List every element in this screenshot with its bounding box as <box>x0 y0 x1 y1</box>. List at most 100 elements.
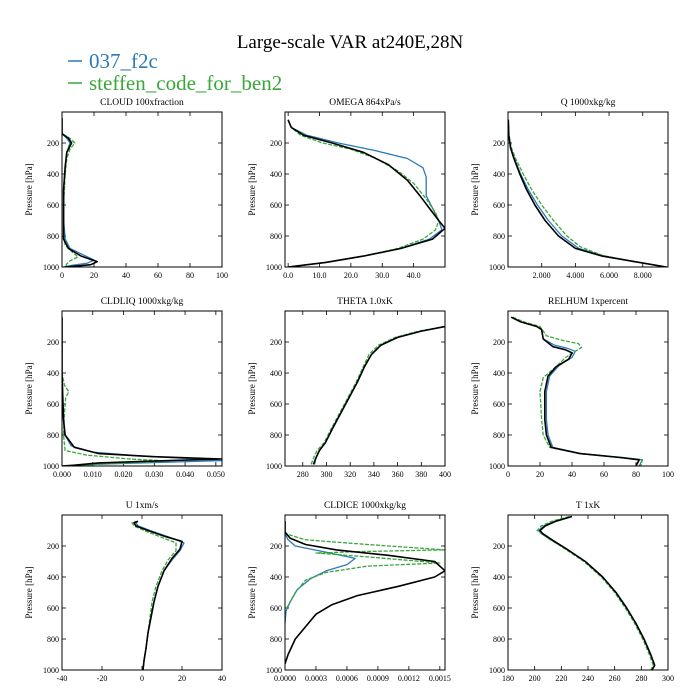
y-tick-label: 1000 <box>489 263 505 272</box>
series-line-black <box>312 325 445 465</box>
x-tick-label: 0.0012 <box>398 674 420 683</box>
y-axis-label: Pressure [hPa] <box>470 566 480 618</box>
plot-frame <box>61 111 223 268</box>
y-tick-label: 1000 <box>489 462 505 471</box>
series-line-green <box>508 119 667 267</box>
x-tick-label: 400 <box>439 470 451 479</box>
x-tick-label: 60 <box>600 470 608 479</box>
x-tick-label: 40.0 <box>407 271 421 280</box>
x-tick-label: 40 <box>218 674 226 683</box>
x-tick-label: 0 <box>60 271 64 280</box>
plot-frame <box>61 310 223 467</box>
y-tick-label: 1000 <box>266 462 282 471</box>
x-tick-label: 20.0 <box>344 271 358 280</box>
panel-title: CLDLIQ 1000xkg/kg <box>101 297 184 307</box>
y-axis-label: Pressure [hPa] <box>24 362 34 414</box>
panel: OMEGA 864xPa/s Pressure [hPa] 200 400 600 800… <box>247 98 446 280</box>
series-line-green <box>536 515 654 670</box>
series-line-green <box>287 119 440 267</box>
x-tick-label: 10.0 <box>313 271 327 280</box>
legend-label-1: 037_f2c <box>89 49 158 73</box>
x-tick-label: 0.010 <box>84 470 102 479</box>
series-line-black <box>133 520 183 670</box>
y-axis-label: Pressure [hPa] <box>24 566 34 618</box>
y-tick-label: 800 <box>47 635 59 644</box>
y-tick-label: 600 <box>270 604 282 613</box>
x-tick-label: 300 <box>320 470 332 479</box>
x-tick-label: 20 <box>536 470 544 479</box>
panel-title: U 1xm/s <box>126 501 159 511</box>
y-axis-label: Pressure [hPa] <box>247 566 257 618</box>
y-tick-label: 200 <box>270 338 282 347</box>
x-tick-label: 0.0009 <box>367 674 389 683</box>
y-tick-label: 200 <box>47 338 59 347</box>
x-tick-label: 60 <box>154 271 162 280</box>
x-tick-label: 260 <box>609 674 621 683</box>
plot-frame <box>507 310 669 467</box>
plot-frame <box>507 111 669 268</box>
series-line-blue <box>62 317 222 466</box>
x-tick-label: 0.050 <box>207 470 225 479</box>
y-tick-label: 400 <box>493 170 505 179</box>
series-line-green <box>131 520 177 670</box>
panel: CLDLIQ 1000xkg/kg Pressure [hPa] 200 400 600… <box>24 297 225 479</box>
x-tick-label: 20 <box>178 674 186 683</box>
panel-title: OMEGA 864xPa/s <box>329 98 401 108</box>
y-tick-label: 800 <box>270 431 282 440</box>
series-line-green <box>310 325 445 465</box>
x-tick-label: 340 <box>368 470 380 479</box>
y-tick-label: 400 <box>493 573 505 582</box>
legend: 037_f2c steffen_code_for_ben2 <box>68 49 282 95</box>
x-tick-label: 220 <box>555 674 567 683</box>
series-line-green <box>512 316 644 466</box>
y-tick-label: 600 <box>270 400 282 409</box>
series-line-green <box>62 317 171 466</box>
panel: Q 1000xkg/kg Pressure [hPa] 200 400 600 800 10… <box>470 98 669 280</box>
x-tick-label: 40 <box>122 271 130 280</box>
x-tick-label: 320 <box>344 470 356 479</box>
x-tick-label: 0.020 <box>115 470 133 479</box>
x-tick-label: 0.0000 <box>274 674 296 683</box>
y-tick-label: 200 <box>493 542 505 551</box>
y-tick-label: 1000 <box>266 666 282 675</box>
y-tick-label: 600 <box>493 604 505 613</box>
x-tick-label: 0 <box>140 674 144 683</box>
series-line-black <box>285 521 445 665</box>
panel: CLDICE 1000xkg/kg Pressure [hPa] 200 400 600… <box>247 501 451 683</box>
panel-title: T 1xK <box>576 501 601 511</box>
y-tick-label: 800 <box>270 635 282 644</box>
x-tick-label: 360 <box>392 470 404 479</box>
panel-title: Q 1000xkg/kg <box>561 98 616 108</box>
y-axis-label: Pressure [hPa] <box>470 163 480 215</box>
plot-frame <box>284 111 446 268</box>
plot-frame <box>507 514 669 671</box>
series-line-black <box>62 317 222 466</box>
x-tick-label: 200 <box>529 674 541 683</box>
y-tick-label: 200 <box>270 542 282 551</box>
x-tick-label: 380 <box>415 470 427 479</box>
y-axis-label: Pressure [hPa] <box>247 163 257 215</box>
plot-frame <box>284 310 446 467</box>
y-tick-label: 600 <box>493 201 505 210</box>
x-tick-label: 100 <box>662 470 674 479</box>
series-line-black <box>539 515 656 670</box>
y-tick-label: 600 <box>493 400 505 409</box>
series-line-blue <box>538 515 656 670</box>
y-tick-label: 1000 <box>489 666 505 675</box>
y-tick-label: 200 <box>270 139 282 148</box>
panel: THETA 1.0xK Pressure [hPa] 200 400 600 800 100… <box>247 297 451 479</box>
series-line-blue <box>510 316 644 466</box>
series-line-black <box>508 119 667 267</box>
y-tick-label: 400 <box>270 170 282 179</box>
y-tick-label: 600 <box>270 201 282 210</box>
y-tick-label: 400 <box>493 369 505 378</box>
figure-title: Large-scale VAR at240E,28N <box>237 32 464 53</box>
panel-title: RELHUM 1xpercent <box>548 297 628 307</box>
y-tick-label: 600 <box>47 400 59 409</box>
x-tick-label: 40 <box>568 470 576 479</box>
y-tick-label: 400 <box>47 170 59 179</box>
x-tick-label: 100 <box>216 271 228 280</box>
